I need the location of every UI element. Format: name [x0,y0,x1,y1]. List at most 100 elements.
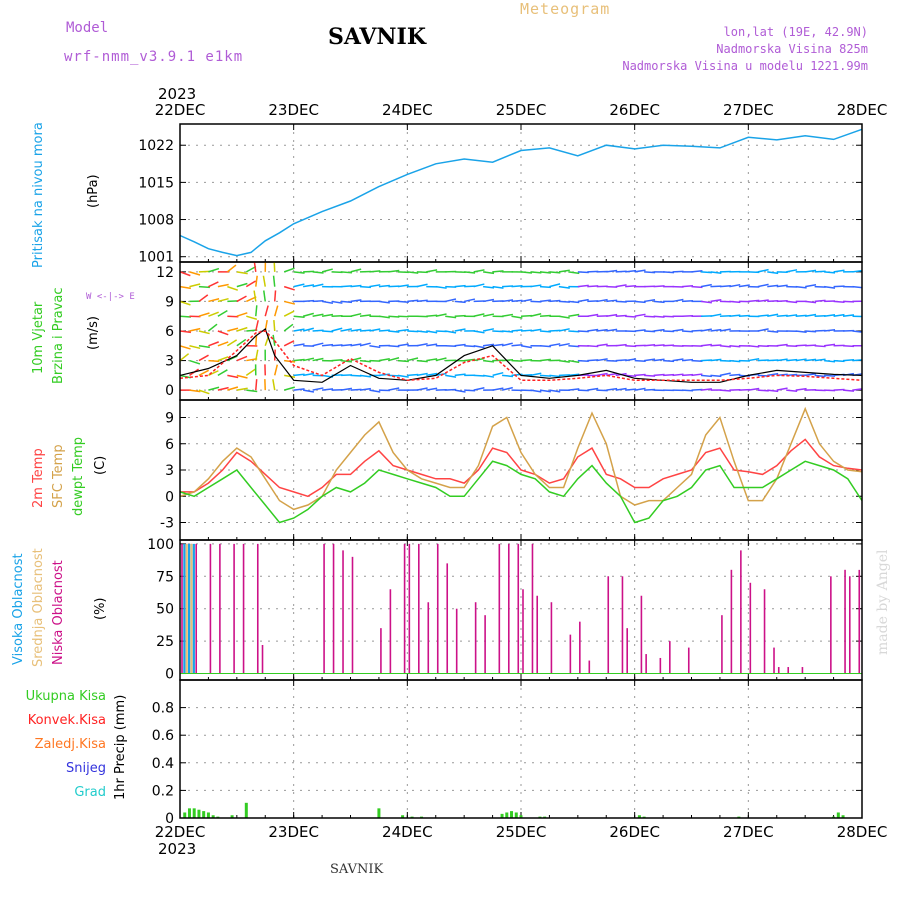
wind-barb [303,284,315,288]
wind-barb [596,372,608,377]
wind-barb [198,345,210,349]
wind-barb [530,372,542,377]
wind-barb [198,312,210,317]
wind-barb [776,387,788,391]
wind-barbs [180,262,862,395]
wind-barb [653,328,665,332]
wind-barb [482,328,495,332]
wind-barb [833,388,845,391]
wind-barb [710,313,722,317]
wind-barb [312,329,324,332]
wind-barb [340,387,353,391]
wind-barb [236,355,248,362]
wind-barb [786,300,798,304]
model-elevation-label: Nadmorska Visina u modelu 1221.99m [622,59,868,73]
wind-barb [208,386,220,391]
temp-dewpt-label: dewpt Temp [71,437,86,516]
wind-barb [738,314,750,317]
wind-barb [350,388,362,391]
wind-barb [691,388,703,391]
wind-barb [388,387,400,391]
wind-barb [587,285,599,288]
wind-barb [293,343,305,347]
wind-barb [776,300,788,303]
wind-barb [303,372,315,377]
wind-barb [312,387,324,391]
date-label-bottom: 26DEC [609,823,660,841]
wind-barb [672,298,684,303]
wind-barb [644,374,656,377]
wind-barb [568,300,580,304]
wind-barb [217,386,229,391]
cloud-high-label: Visoka Oblacnost [11,553,26,665]
wind-barb [814,374,826,378]
precip-bar [377,808,381,818]
wind-barb [464,345,476,348]
wind-barb [757,299,769,303]
wind-barb [558,285,570,289]
wind-barb [644,344,656,347]
wind-barb [691,359,703,363]
wind-barb [312,299,324,303]
precip-bar [836,812,840,818]
precip-bar [637,815,641,818]
temperature-panel: -3 0 3 6 9 [160,399,863,541]
wind-barb [511,299,523,303]
wind-barb [378,300,390,304]
wind-barb [303,389,315,393]
wind-barb [350,328,362,332]
wind-barb [606,328,618,332]
wind-barb [397,300,409,303]
wind-barb [606,387,618,391]
wind-barb [350,312,362,317]
wind-barb [331,358,343,362]
wind-compass: W <-|-> E [86,292,135,302]
wind-barb [663,271,675,274]
wind-barb [757,328,769,332]
wind-barb [729,314,741,317]
wind-barb [549,329,561,332]
wind-barb [663,330,675,333]
wind-barb [681,358,694,362]
wind-barb [700,283,712,288]
wind-barb [426,269,438,273]
wind-barb [217,369,228,377]
wind-barb [833,313,845,317]
wind-barb [719,372,731,377]
wind-barb [407,271,419,274]
wind-barb [293,283,305,288]
wind-barb [615,270,627,273]
wind-barb [842,314,855,317]
wind-ytick-label: 6 [165,324,174,340]
wind-barb [359,329,371,332]
cloud-mid-label: Srednja Oblacnost [31,548,46,667]
wind-barb [663,359,675,363]
wind-barb [198,354,209,362]
wind-barb [321,268,333,273]
wind-barb [483,285,495,289]
wind-barb [767,284,779,288]
wind-barb [861,315,862,317]
temp-series-0-line [180,438,863,498]
wind-barb [757,359,769,362]
wind-barb [833,359,845,363]
wind-barb [227,327,239,332]
wind-barb [426,358,438,362]
precip-ytick-label: 0.6 [152,728,174,744]
wind-barb [272,334,276,346]
wind-barb [644,330,656,333]
wind-barb [558,269,570,273]
wind-barb [331,300,343,304]
precip-bar [514,812,518,818]
wind-barb [814,299,826,303]
wind-barb [180,353,190,362]
wind-barb [483,271,495,275]
wind-barb [350,343,362,347]
wind-barb [293,388,305,391]
temperature-ytick-label: 6 [165,437,174,453]
wind-barb [502,285,514,288]
wind-barb [511,315,523,319]
wind-barb [833,300,845,304]
wind-barb [757,314,769,317]
wind-barb [530,328,542,332]
